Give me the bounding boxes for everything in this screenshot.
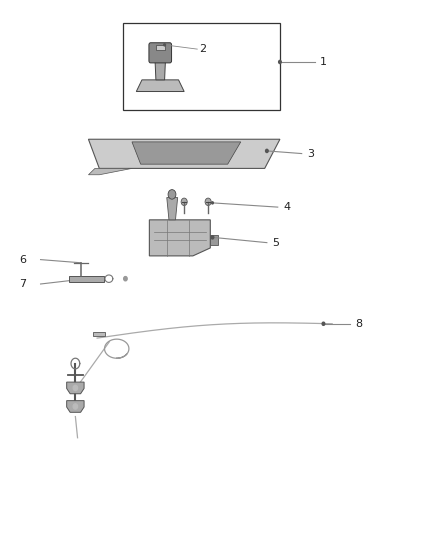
Text: 3: 3: [307, 149, 314, 158]
Text: 8: 8: [355, 319, 362, 329]
Text: 7: 7: [19, 279, 26, 289]
Text: 4: 4: [283, 202, 290, 212]
Polygon shape: [149, 220, 210, 256]
Polygon shape: [67, 401, 84, 413]
Circle shape: [211, 236, 214, 239]
Bar: [156, 45, 165, 50]
Circle shape: [265, 149, 268, 152]
Text: 1: 1: [320, 57, 327, 67]
Circle shape: [168, 190, 176, 199]
FancyBboxPatch shape: [149, 43, 172, 63]
Circle shape: [279, 60, 281, 63]
Polygon shape: [167, 198, 178, 220]
Circle shape: [212, 202, 213, 204]
Polygon shape: [132, 142, 241, 164]
Text: 5: 5: [272, 238, 279, 248]
Bar: [123, 22, 280, 110]
Polygon shape: [88, 139, 280, 168]
Polygon shape: [155, 60, 166, 80]
Circle shape: [322, 322, 325, 325]
Bar: [93, 332, 105, 336]
Polygon shape: [69, 276, 104, 282]
Circle shape: [205, 198, 211, 206]
Bar: [210, 235, 218, 245]
Circle shape: [164, 44, 166, 46]
Polygon shape: [88, 168, 132, 175]
Polygon shape: [136, 80, 184, 92]
Circle shape: [73, 385, 78, 391]
Circle shape: [124, 277, 127, 281]
Circle shape: [181, 198, 187, 206]
Text: 2: 2: [199, 44, 207, 54]
Polygon shape: [67, 382, 84, 394]
Text: 6: 6: [19, 255, 26, 264]
Circle shape: [73, 404, 78, 409]
